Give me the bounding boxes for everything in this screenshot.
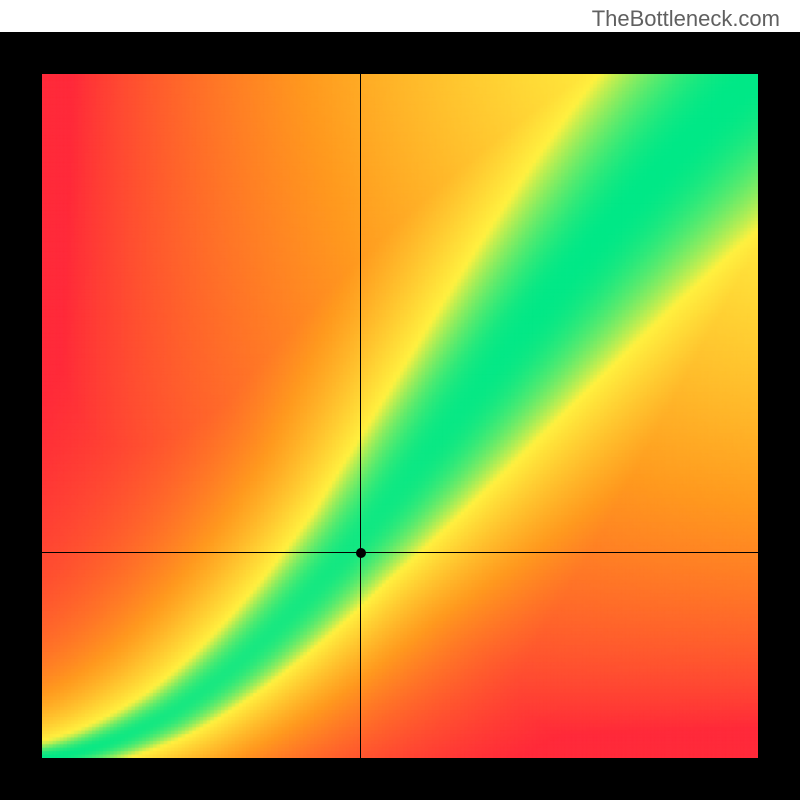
chart-frame-top bbox=[0, 32, 800, 74]
watermark-text: TheBottleneck.com bbox=[592, 6, 780, 32]
crosshair-vertical bbox=[360, 74, 361, 758]
bottleneck-chart-container: TheBottleneck.com bbox=[0, 0, 800, 800]
crosshair-horizontal bbox=[42, 552, 758, 553]
chart-frame-left bbox=[0, 32, 42, 800]
chart-frame-bottom bbox=[0, 758, 800, 800]
chart-frame-right bbox=[758, 32, 800, 800]
bottleneck-heatmap bbox=[42, 74, 758, 758]
crosshair-point bbox=[356, 548, 366, 558]
